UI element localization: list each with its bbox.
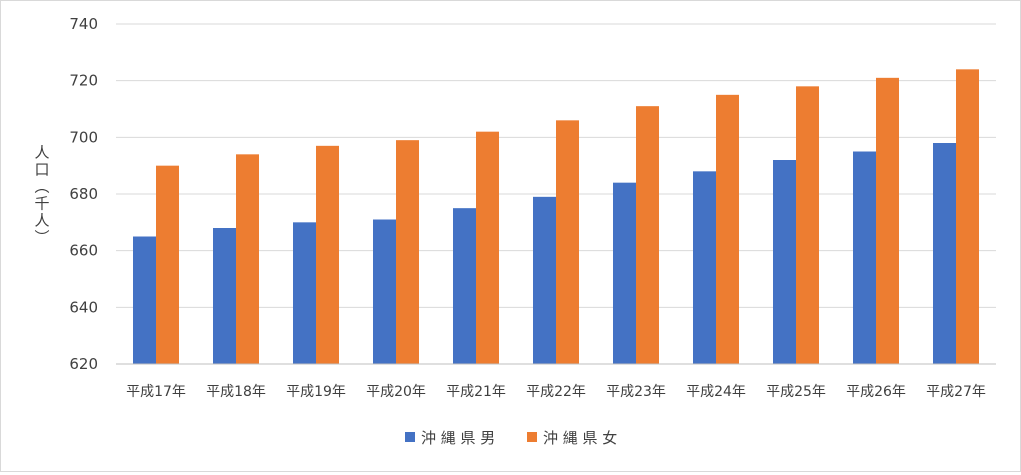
x-category-label: 平成22年: [526, 384, 586, 400]
y-tick-label: 660: [69, 242, 98, 260]
bar-male: [853, 151, 876, 364]
bar-male: [613, 182, 636, 364]
bar-female: [236, 154, 259, 364]
y-axis-title-char: 人: [34, 144, 49, 162]
bar-male: [373, 219, 396, 364]
y-axis-ticks: 620 640 660 680 700 720 740: [69, 15, 98, 373]
bar-female: [396, 140, 419, 364]
x-category-label: 平成21年: [446, 384, 506, 400]
y-tick-label: 700: [69, 128, 98, 146]
x-category-label: 平成19年: [286, 384, 346, 400]
x-category-label: 平成20年: [366, 384, 426, 400]
x-category-label: 平成26年: [846, 384, 906, 400]
bar-male: [133, 236, 156, 364]
bar-male: [693, 171, 716, 364]
bar-female: [716, 94, 739, 364]
legend-swatch: [405, 432, 415, 442]
bars: [133, 69, 979, 365]
bar-female: [636, 106, 659, 365]
legend-item: 沖 縄 県 男: [405, 429, 495, 447]
x-category-label: 平成25年: [766, 384, 826, 400]
category-labels: 平成17年 平成18年 平成19年 平成20年 平成21年 平成22年 平成23年 平成24年…: [126, 384, 986, 400]
y-tick-label: 680: [69, 185, 98, 203]
legend: 沖 縄 県 男沖 縄 県 女: [405, 429, 617, 447]
y-axis-title-char: ︶: [34, 229, 49, 247]
legend-label: 沖 縄 県 男: [421, 429, 495, 447]
y-tick-label: 640: [69, 298, 98, 316]
x-category-label: 平成24年: [686, 384, 746, 400]
bar-female: [956, 69, 979, 364]
bar-male: [453, 208, 476, 364]
legend-item: 沖 縄 県 女: [527, 429, 617, 447]
legend-label: 沖 縄 県 女: [543, 429, 617, 447]
y-axis-title-char: 口: [34, 161, 49, 179]
bar-female: [796, 86, 819, 364]
y-tick-label: 740: [69, 15, 98, 33]
y-axis-title-char: ︵: [34, 178, 49, 196]
x-category-label: 平成18年: [206, 384, 266, 400]
bar-male: [293, 222, 316, 364]
bar-female: [876, 77, 899, 364]
bar-male: [533, 196, 556, 364]
x-category-label: 平成23年: [606, 384, 666, 400]
y-tick-label: 720: [69, 72, 98, 90]
bar-female: [316, 145, 339, 364]
bar-female: [476, 131, 499, 364]
y-axis-title-char: 人: [34, 212, 49, 230]
y-axis-title: 人口︵千人︶: [34, 144, 49, 247]
x-category-label: 平成27年: [926, 384, 986, 400]
bar-female: [156, 165, 179, 364]
bar-male: [773, 160, 796, 364]
bar-female: [556, 120, 579, 364]
y-axis-title-text: 人口︵千人︶: [34, 144, 49, 247]
y-tick-label: 620: [69, 355, 98, 373]
bar-male: [933, 143, 956, 364]
x-category-label: 平成17年: [126, 384, 186, 400]
bar-male: [213, 228, 236, 364]
y-axis-title-char: 千: [34, 195, 49, 213]
legend-swatch: [527, 432, 537, 442]
